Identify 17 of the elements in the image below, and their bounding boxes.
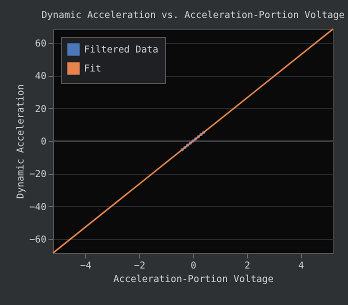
legend-label: Fit (84, 64, 102, 74)
y-axis-title: Dynamic Acceleration (15, 84, 26, 199)
y-tick-label: −60 (29, 234, 47, 246)
x-tick-label: 2 (244, 260, 250, 272)
legend-label: Filtered Data (84, 44, 158, 56)
y-tick-label: 20 (35, 104, 47, 115)
y-tick-label: 60 (35, 38, 47, 50)
y-tick-label: 40 (35, 71, 47, 82)
y-tick-label: −40 (29, 202, 47, 213)
chart-title: Dynamic Acceleration vs. Acceleration-Portion Voltage (41, 10, 345, 21)
y-tick-label: 0 (40, 136, 47, 148)
x-axis-title: Acceleration-Portion Voltage (113, 274, 274, 285)
x-tick-label: 4 (298, 260, 304, 272)
y-tick-label: −20 (29, 169, 47, 180)
x-tick-label: −4 (80, 260, 92, 272)
x-tick-label: −2 (134, 260, 146, 272)
x-tick-label: 0 (190, 260, 197, 272)
